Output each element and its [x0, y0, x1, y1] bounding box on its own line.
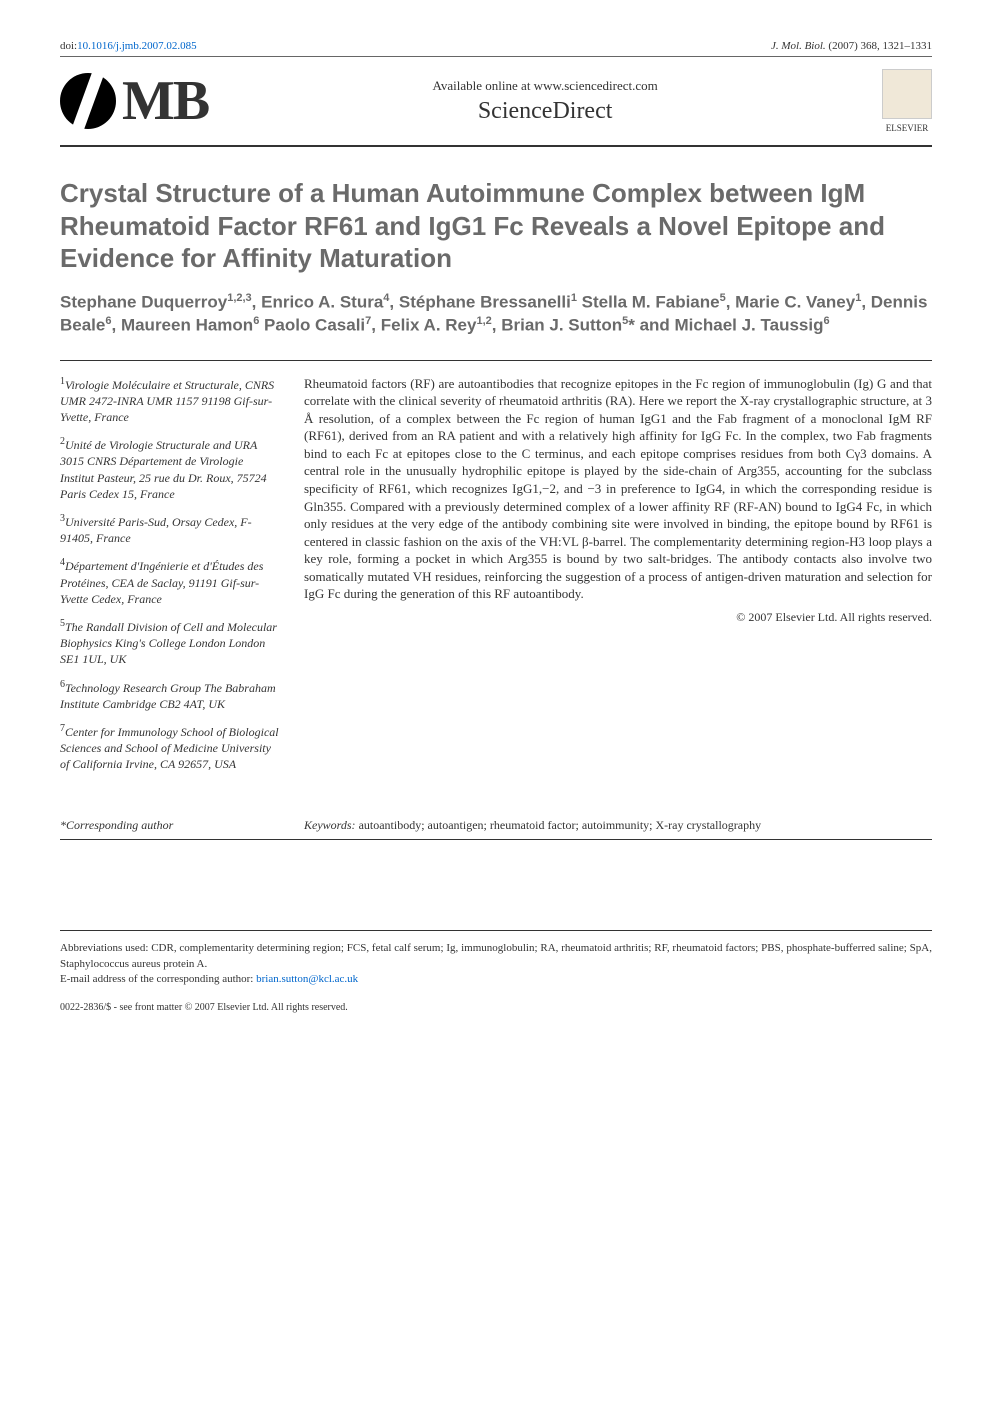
- sciencedirect-block: Available online at www.sciencedirect.co…: [208, 78, 882, 125]
- affiliation-item: 1Virologie Moléculaire et Structurale, C…: [60, 375, 280, 426]
- corresponding-author-label: *Corresponding author: [60, 818, 280, 833]
- elsevier-block: ELSEVIER: [882, 69, 932, 133]
- keywords-label: Keywords:: [304, 818, 356, 832]
- email-link[interactable]: brian.sutton@kcl.ac.uk: [256, 973, 358, 985]
- jmb-logo: MB: [60, 69, 208, 133]
- affiliation-item: 7Center for Immunology School of Biologi…: [60, 722, 280, 773]
- keywords-text: autoantibody; autoantigen; rheumatoid fa…: [359, 818, 762, 832]
- article-title: Crystal Structure of a Human Autoimmune …: [60, 177, 932, 275]
- affiliation-item: 2Unité de Virologie Structurale and URA …: [60, 435, 280, 502]
- affiliations-column: 1Virologie Moléculaire et Structurale, C…: [60, 375, 280, 783]
- authors-list: Stephane Duquerroy1,2,3, Enrico A. Stura…: [60, 291, 932, 338]
- footer-text: 0022-2836/$ - see front matter © 2007 El…: [60, 1002, 932, 1013]
- available-online-text: Available online at www.sciencedirect.co…: [208, 78, 882, 94]
- sciencedirect-logo-text: ScienceDirect: [208, 98, 882, 125]
- journal-reference: J. Mol. Biol. (2007) 368, 1321–1331: [771, 40, 932, 52]
- affiliation-item: 3Université Paris-Sud, Orsay Cedex, F-91…: [60, 512, 280, 546]
- affiliation-item: 6Technology Research Group The Babraham …: [60, 678, 280, 712]
- email-label: E-mail address of the corresponding auth…: [60, 973, 253, 985]
- affiliation-item: 4Département d'Ingénierie et d'Études de…: [60, 556, 280, 607]
- abbreviations-text: CDR, complementarity determining region;…: [60, 942, 932, 969]
- main-content-columns: 1Virologie Moléculaire et Structurale, C…: [60, 360, 932, 783]
- copyright-text: © 2007 Elsevier Ltd. All rights reserved…: [304, 609, 932, 625]
- keywords-row: *Corresponding author Keywords: autoanti…: [60, 812, 932, 833]
- abstract-column: Rheumatoid factors (RF) are autoantibodi…: [304, 375, 932, 783]
- logo-header-row: MB Available online at www.sciencedirect…: [60, 69, 932, 147]
- keywords-block: Keywords: autoantibody; autoantigen; rhe…: [304, 818, 932, 833]
- elsevier-tree-icon: [882, 69, 932, 119]
- affiliation-item: 5The Randall Division of Cell and Molecu…: [60, 617, 280, 668]
- jmb-logo-circle: [60, 73, 116, 129]
- abbreviations-block: Abbreviations used: CDR, complementarity…: [60, 930, 932, 987]
- journal-name: J. Mol. Biol.: [771, 40, 826, 52]
- abbreviations-label: Abbreviations used:: [60, 942, 148, 954]
- journal-year-vol: (2007) 368, 1321–1331: [828, 40, 932, 52]
- jmb-logo-text: MB: [122, 69, 208, 133]
- divider-line: [60, 839, 932, 840]
- abstract-text: Rheumatoid factors (RF) are autoantibodi…: [304, 375, 932, 603]
- doi-label: doi:: [60, 40, 77, 52]
- doi-text: doi:10.1016/j.jmb.2007.02.085: [60, 40, 197, 52]
- doi-link[interactable]: 10.1016/j.jmb.2007.02.085: [77, 40, 196, 52]
- elsevier-label: ELSEVIER: [882, 123, 932, 133]
- doi-header-row: doi:10.1016/j.jmb.2007.02.085 J. Mol. Bi…: [60, 40, 932, 57]
